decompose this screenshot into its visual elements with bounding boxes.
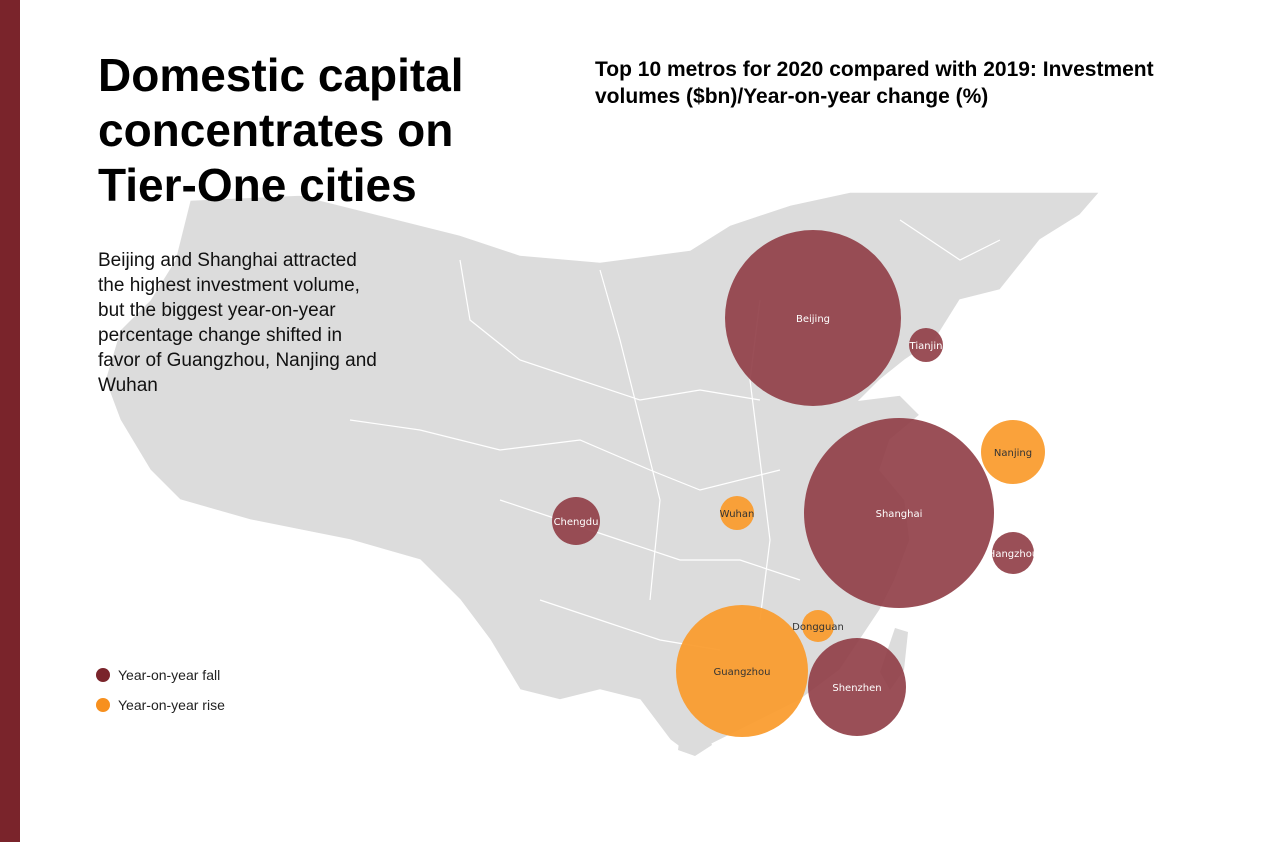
bubble-beijing [725,230,901,406]
bubble-dongguan [802,610,834,642]
bubble-nanjing [981,420,1045,484]
headline: Domestic capital concentrates on Tier-On… [98,49,464,211]
legend-dot-fall-icon [96,668,110,682]
bubble-label-dongguan: Dongguan [792,622,844,633]
legend-label-rise: Year-on-year rise [118,697,225,713]
accent-bar [0,0,20,842]
bubble-shenzhen [808,638,906,736]
bubble-chengdu [552,497,600,545]
bubble-label-hangzhou: Hangzhou [988,549,1038,560]
bubble-wuhan [720,496,754,530]
legend-item-rise: Year-on-year rise [96,690,225,720]
hainan-island [678,728,712,756]
legend-dot-rise-icon [96,698,110,712]
subtitle: Beijing and Shanghai attracted the highe… [98,250,377,396]
bubble-label-shanghai: Shanghai [876,509,923,520]
bubble-tianjin [909,328,943,362]
bubble-label-beijing: Beijing [796,314,830,325]
bubble-hangzhou [992,532,1034,574]
bubble-label-tianjin: Tianjin [909,341,943,352]
legend-item-fall: Year-on-year fall [96,660,225,690]
bubble-label-guangzhou: Guangzhou [714,667,771,678]
bubble-guangzhou [676,605,808,737]
legend: Year-on-year fall Year-on-year rise [96,660,225,720]
bubble-shanghai [804,418,994,608]
bubble-label-chengdu: Chengdu [554,517,599,528]
bubble-label-nanjing: Nanjing [994,448,1032,459]
chart-title: Top 10 metros for 2020 compared with 201… [595,58,1154,108]
bubble-label-wuhan: Wuhan [720,509,755,520]
bubble-label-shenzhen: Shenzhen [832,683,881,694]
legend-label-fall: Year-on-year fall [118,667,221,683]
